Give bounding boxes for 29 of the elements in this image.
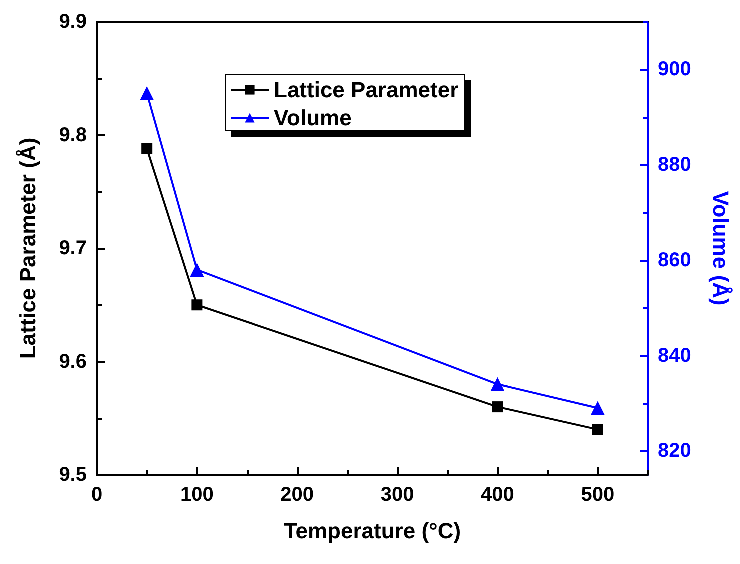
- legend-label: Volume: [274, 106, 352, 130]
- y2-tick-label: 820: [658, 440, 692, 462]
- y2-tick-label: 860: [658, 249, 692, 272]
- point: [592, 424, 604, 436]
- x-tick-label: 200: [280, 484, 314, 506]
- x-tick-label: 0: [91, 484, 103, 506]
- point: [492, 402, 504, 413]
- y-tick-label: 9.9: [59, 11, 87, 33]
- point: [140, 86, 154, 101]
- y2-axis-title: Volume (Å): [708, 191, 734, 306]
- x-tick-label: 300: [380, 484, 414, 506]
- y-tick-label: 9.5: [59, 464, 87, 486]
- y2-tick-label: 900: [658, 58, 692, 81]
- y-tick-label: 9.8: [59, 124, 87, 146]
- x-tick-label: 500: [581, 484, 615, 506]
- x-axis-title: Temperature (°C): [284, 518, 462, 544]
- point: [142, 143, 153, 154]
- y2-tick-label: 840: [658, 344, 692, 367]
- y-axis-title: Lattice Parameter (Å): [16, 138, 40, 360]
- x-tick-label: 100: [180, 484, 214, 506]
- y2-tick-label: 880: [658, 154, 692, 176]
- point: [192, 300, 203, 311]
- legend-label: Lattice Parameter: [274, 78, 460, 102]
- x-tick-label: 400: [481, 484, 514, 506]
- y-tick-label: 9.6: [59, 350, 87, 373]
- point: [490, 377, 505, 392]
- point: [190, 262, 204, 277]
- y-tick-label: 9.7: [59, 238, 87, 260]
- point: [590, 401, 605, 416]
